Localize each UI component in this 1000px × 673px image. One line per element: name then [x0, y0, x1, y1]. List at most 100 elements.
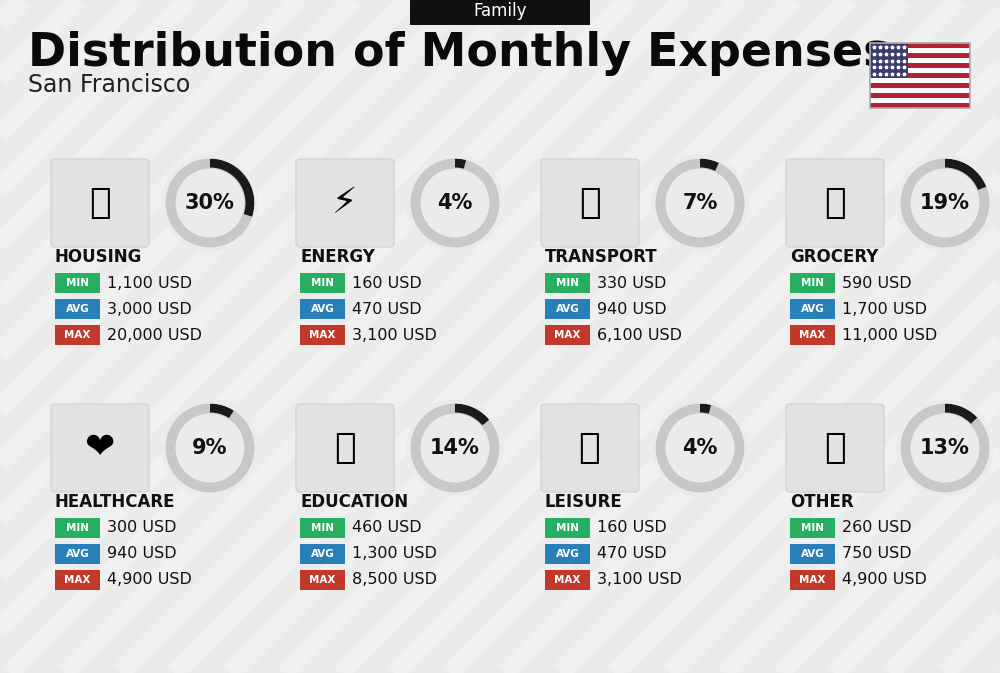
Text: MAX: MAX [64, 330, 91, 340]
Text: MAX: MAX [309, 330, 336, 340]
Bar [870, 43, 970, 108]
Circle shape [176, 413, 244, 483]
Text: 260 USD: 260 USD [842, 520, 912, 536]
Text: 💰: 💰 [824, 431, 846, 465]
Text: 1,300 USD: 1,300 USD [352, 546, 437, 561]
FancyBboxPatch shape [545, 544, 590, 564]
FancyBboxPatch shape [790, 325, 835, 345]
Text: 330 USD: 330 USD [597, 275, 666, 291]
FancyBboxPatch shape [55, 325, 100, 345]
FancyBboxPatch shape [790, 273, 835, 293]
Text: TRANSPORT: TRANSPORT [545, 248, 658, 266]
Text: 14%: 14% [430, 438, 480, 458]
Circle shape [910, 168, 980, 238]
FancyBboxPatch shape [51, 404, 149, 492]
Bar [870, 48, 970, 53]
Text: LEISURE: LEISURE [545, 493, 623, 511]
Text: 590 USD: 590 USD [842, 275, 912, 291]
Wedge shape [700, 404, 711, 414]
Text: AVG: AVG [311, 549, 334, 559]
Text: MAX: MAX [64, 575, 91, 585]
Text: ⚡: ⚡ [332, 186, 358, 220]
FancyBboxPatch shape [790, 299, 835, 319]
Text: San Francisco: San Francisco [28, 73, 190, 97]
Bar [870, 58, 970, 63]
Bar [870, 68, 970, 73]
Text: 9%: 9% [192, 438, 228, 458]
Text: 940 USD: 940 USD [597, 302, 667, 316]
Text: MIN: MIN [801, 523, 824, 533]
Text: 11,000 USD: 11,000 USD [842, 328, 937, 343]
FancyBboxPatch shape [786, 404, 884, 492]
Bar [870, 78, 970, 83]
Text: 🚌: 🚌 [579, 186, 601, 220]
Bar [870, 53, 970, 58]
Text: 8,500 USD: 8,500 USD [352, 573, 437, 588]
FancyBboxPatch shape [296, 404, 394, 492]
Text: MAX: MAX [309, 575, 336, 585]
Text: MIN: MIN [66, 523, 89, 533]
Text: 470 USD: 470 USD [352, 302, 422, 316]
FancyBboxPatch shape [790, 570, 835, 590]
Text: 4%: 4% [682, 438, 718, 458]
Text: MIN: MIN [801, 278, 824, 288]
Text: 🛍️: 🛍️ [579, 431, 601, 465]
FancyBboxPatch shape [51, 159, 149, 247]
FancyBboxPatch shape [300, 325, 345, 345]
Bar [870, 98, 970, 103]
FancyBboxPatch shape [545, 273, 590, 293]
Text: AVG: AVG [556, 549, 579, 559]
Text: AVG: AVG [801, 549, 824, 559]
Text: MAX: MAX [554, 575, 581, 585]
Text: 3,000 USD: 3,000 USD [107, 302, 192, 316]
Wedge shape [945, 159, 986, 190]
Text: 🏢: 🏢 [89, 186, 111, 220]
Text: 6,100 USD: 6,100 USD [597, 328, 682, 343]
Text: 1,700 USD: 1,700 USD [842, 302, 927, 316]
Text: GROCERY: GROCERY [790, 248, 878, 266]
Text: 160 USD: 160 USD [597, 520, 667, 536]
Text: MAX: MAX [554, 330, 581, 340]
Text: 4%: 4% [437, 193, 473, 213]
Wedge shape [210, 404, 234, 418]
Bar [870, 93, 970, 98]
Text: 160 USD: 160 USD [352, 275, 422, 291]
Text: 4,900 USD: 4,900 USD [107, 573, 192, 588]
FancyBboxPatch shape [541, 404, 639, 492]
Text: 1,100 USD: 1,100 USD [107, 275, 192, 291]
Circle shape [910, 413, 980, 483]
FancyBboxPatch shape [300, 518, 345, 538]
Text: AVG: AVG [801, 304, 824, 314]
Text: AVG: AVG [556, 304, 579, 314]
FancyBboxPatch shape [55, 299, 100, 319]
Bar [870, 43, 908, 78]
Wedge shape [945, 404, 977, 424]
FancyBboxPatch shape [790, 544, 835, 564]
Bar [870, 103, 970, 108]
FancyBboxPatch shape [545, 299, 590, 319]
Text: 🛒: 🛒 [824, 186, 846, 220]
Text: 20,000 USD: 20,000 USD [107, 328, 202, 343]
Bar [870, 43, 970, 48]
FancyBboxPatch shape [541, 159, 639, 247]
Text: MIN: MIN [556, 523, 579, 533]
Bar [870, 88, 970, 93]
FancyBboxPatch shape [55, 544, 100, 564]
Text: MIN: MIN [311, 278, 334, 288]
FancyBboxPatch shape [300, 299, 345, 319]
Circle shape [420, 168, 490, 238]
FancyBboxPatch shape [300, 570, 345, 590]
Circle shape [666, 413, 734, 483]
Text: 300 USD: 300 USD [107, 520, 176, 536]
Text: 4,900 USD: 4,900 USD [842, 573, 927, 588]
FancyBboxPatch shape [296, 159, 394, 247]
Text: AVG: AVG [66, 549, 89, 559]
Text: 13%: 13% [920, 438, 970, 458]
FancyBboxPatch shape [786, 159, 884, 247]
Text: MAX: MAX [799, 575, 826, 585]
Text: MIN: MIN [311, 523, 334, 533]
Text: HEALTHCARE: HEALTHCARE [55, 493, 176, 511]
Text: ❤️: ❤️ [85, 431, 115, 465]
FancyBboxPatch shape [545, 570, 590, 590]
Text: 460 USD: 460 USD [352, 520, 422, 536]
